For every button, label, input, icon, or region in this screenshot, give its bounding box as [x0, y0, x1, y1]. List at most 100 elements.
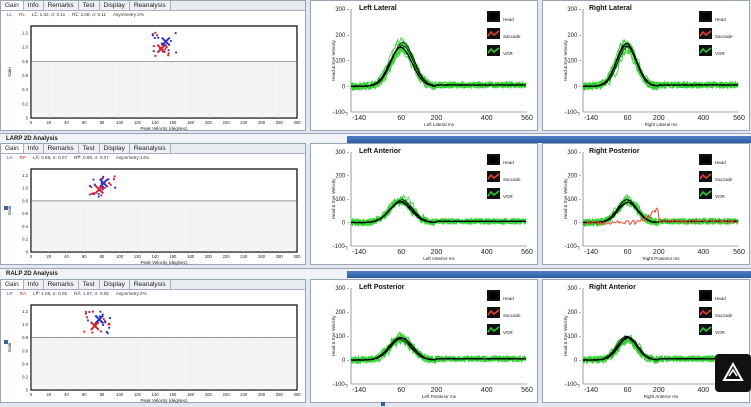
trace-x-tick: 560 — [521, 115, 533, 122]
stat-left: LA̅: 0.89, σ: 0.07 — [33, 155, 68, 160]
gain-y-tick: 0.6 — [22, 348, 28, 353]
tab-info[interactable]: Info — [23, 1, 44, 10]
gain-y-tick: 0 — [26, 250, 29, 255]
trace-legend-label: Saccade — [715, 313, 733, 318]
gain-y-tick: 0.6 — [22, 73, 28, 78]
trace-x-label: Right Lateral ms — [645, 122, 679, 127]
trace-y-tick: 100 - — [567, 197, 581, 203]
vor-trace — [350, 46, 527, 91]
legend-right-label: RP — [19, 155, 27, 160]
gain-point — [167, 49, 170, 52]
gain-point — [157, 36, 160, 39]
resize-handle[interactable] — [4, 206, 8, 210]
tab-remarks[interactable]: Remarks — [43, 144, 79, 153]
mean-marker — [94, 184, 104, 195]
gain-point — [114, 186, 117, 189]
gain-x-tick: 140 — [152, 392, 160, 397]
gain-point — [100, 330, 103, 333]
tab-gain[interactable]: Gain — [1, 144, 24, 153]
gain-y-tick: 1.2 — [22, 173, 28, 178]
velocity-trace-chart: 300 -200 -100 -0 --100┐-14060200400560Ri… — [563, 286, 745, 399]
trace-y-tick: 100 - — [335, 59, 349, 65]
trace-x-tick: 400 — [697, 387, 709, 394]
gain-x-tick: 100 — [116, 254, 124, 259]
gain-x-tick: 20 — [46, 120, 51, 125]
trace-legend-label: Saccade — [715, 177, 733, 182]
gain-x-tick: 80 — [100, 392, 105, 397]
gain-point — [93, 183, 96, 186]
tab-remarks[interactable]: Remarks — [43, 1, 79, 10]
trace-x-tick: -140 — [584, 115, 598, 122]
tab-remarks[interactable]: Remarks — [43, 280, 79, 289]
gain-scatter-plot: 1.2 1.0 0.8 0.6 0.4 0.2 0 Gain 0 20 40 60 80 100 120 14… — [7, 25, 301, 131]
gain-y-tick: 0.8 — [22, 59, 28, 64]
trace-x-tick: 400 — [697, 115, 709, 122]
trace-x-tick: 200 — [431, 249, 443, 256]
gain-x-tick: 160 — [169, 120, 177, 125]
gain-point — [108, 182, 111, 185]
trace-x-tick: 60 — [624, 249, 632, 256]
legend-wave — [487, 309, 500, 316]
gain-point — [104, 320, 107, 323]
velocity-trace-panel: Right Lateral 300 - 200 - 100 - 0 - -100┐ -140… — [542, 0, 750, 131]
gain-point — [107, 323, 110, 326]
trace-x-label: Left Posterior ms — [422, 394, 457, 399]
gain-point — [175, 51, 178, 54]
trace-y-label: Head & Eye Velocity — [563, 315, 568, 357]
gain-y-tick: 0 — [26, 388, 29, 393]
trace-title: Left Posterior — [359, 284, 405, 291]
trace-y-tick: 0 - — [342, 84, 349, 90]
tab-reanalysis[interactable]: Reanalysis — [129, 280, 171, 289]
tab-display[interactable]: Display — [99, 280, 130, 289]
gain-x-tick: 40 — [64, 254, 69, 259]
gain-x-tick: 120 — [134, 254, 142, 259]
gain-point — [84, 312, 87, 315]
gain-point — [103, 186, 106, 190]
section-header: LARP 2D Analysis — [0, 133, 751, 144]
gain-y-tick: 0.4 — [22, 224, 28, 229]
trace-y-tick: 300 - — [335, 150, 349, 156]
gain-y-tick: 1.2 — [22, 309, 28, 314]
trace-legend-label: Head — [715, 17, 726, 22]
tab-gain[interactable]: Gain — [1, 1, 24, 10]
legend-fill — [701, 156, 710, 163]
tab-test[interactable]: Test — [78, 144, 100, 153]
trace-x-label: Right Posterior ms — [642, 256, 680, 261]
tab-test[interactable]: Test — [78, 280, 100, 289]
head-trace — [351, 46, 527, 88]
trace-y-tick: -100┐ — [333, 244, 349, 250]
tab-reanalysis[interactable]: Reanalysis — [129, 144, 171, 153]
trace-legend-label: Head — [503, 17, 514, 22]
gain-point — [101, 177, 104, 180]
gain-point — [86, 319, 90, 322]
trace-x-label: Left Lateral ms — [424, 122, 455, 127]
gain-point — [88, 184, 91, 188]
resize-handle[interactable] — [4, 340, 8, 344]
tab-info[interactable]: Info — [23, 280, 44, 289]
tab-info[interactable]: Info — [23, 144, 44, 153]
tab-reanalysis[interactable]: Reanalysis — [129, 1, 171, 10]
mean-marker — [156, 43, 167, 54]
tab-display[interactable]: Display — [99, 144, 130, 153]
tab-bar: Gain Info Remarks Test Display Reanalysis — [1, 144, 305, 154]
trace-x-tick: 200 — [653, 115, 665, 122]
gain-legend: LA RP LA̅: 0.89, σ: 0.07 RP̅: 0.89, σ: 0.07… — [1, 154, 305, 162]
trace-title: Right Lateral — [589, 5, 632, 12]
gain-x-tick: 300 — [294, 392, 302, 397]
gain-point — [167, 52, 170, 55]
tab-test[interactable]: Test — [78, 1, 100, 10]
legend-wave — [487, 30, 500, 37]
gain-x-tick: 260 — [258, 254, 266, 259]
gain-x-tick: 140 — [152, 254, 160, 259]
gain-point — [109, 183, 112, 186]
tab-display[interactable]: Display — [99, 1, 130, 10]
gain-x-tick: 60 — [82, 120, 87, 125]
trace-y-tick: -100┐ — [565, 110, 581, 116]
gain-point — [99, 310, 102, 313]
legend-wave — [699, 173, 712, 180]
tab-gain[interactable]: Gain — [1, 280, 24, 289]
trace-x-tick: 200 — [431, 387, 443, 394]
legend-left-label: LL — [7, 12, 13, 17]
resize-handle[interactable] — [381, 402, 385, 406]
